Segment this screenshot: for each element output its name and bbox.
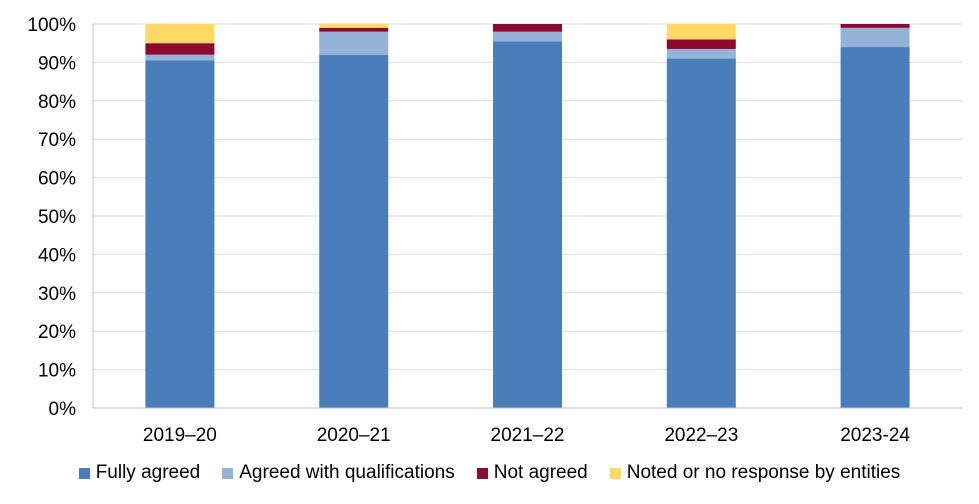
bar-segment <box>493 41 562 408</box>
legend-item-noted-or-no-response: Noted or no response by entities <box>609 462 901 484</box>
bar-segment <box>319 31 389 55</box>
legend-swatch-agreed-with-qualifications <box>222 467 234 479</box>
bar-segment <box>840 27 910 48</box>
legend-item-fully-agreed: Fully agreed <box>78 462 201 484</box>
y-tick-label: 70% <box>38 130 76 151</box>
legend-swatch-noted-or-no-response <box>609 467 621 479</box>
legend-label-not-agreed: Not agreed <box>493 462 588 483</box>
x-axis-tick-labels: 2019–20 2020–21 2021–22 2022–23 2023-24 <box>143 425 910 446</box>
legend-swatch-fully-agreed <box>78 467 90 479</box>
bar-segment <box>666 24 736 40</box>
bar-segment <box>145 43 215 55</box>
y-tick-label: 50% <box>38 207 76 228</box>
bar-stacks <box>145 24 910 409</box>
legend-item-not-agreed: Not agreed <box>476 462 588 484</box>
y-tick-label: 30% <box>38 284 76 305</box>
legend-label-noted-or-no-response: Noted or no response by entities <box>626 462 901 483</box>
bar-segment <box>145 24 215 44</box>
y-axis-tick-labels: 0% 10% 20% 30% 40% 50% 60% 70% 80% 90% 100% <box>27 15 76 420</box>
y-tick-label: 80% <box>38 92 76 113</box>
y-tick-label: 10% <box>38 361 76 382</box>
legend-swatch-not-agreed <box>476 467 488 479</box>
legend-item-agreed-with-qualifications: Agreed with qualifications <box>222 462 455 484</box>
y-tick-label: 60% <box>38 169 76 190</box>
bar-segment <box>666 58 736 409</box>
y-tick-label: 100% <box>27 15 76 36</box>
y-tick-label: 40% <box>38 245 76 266</box>
bar-segment <box>145 54 215 61</box>
x-tick-label: 2019–20 <box>143 425 217 446</box>
bar-segment <box>319 27 389 32</box>
x-tick-label: 2020–21 <box>317 425 391 446</box>
axes <box>92 24 962 409</box>
bar-segment <box>666 39 736 49</box>
bar-segment <box>145 60 215 408</box>
y-tick-label: 90% <box>38 53 76 74</box>
bar-segment <box>319 24 389 28</box>
bar-segment <box>840 24 910 28</box>
legend-label-fully-agreed: Fully agreed <box>95 462 201 483</box>
bar-segment <box>493 31 562 42</box>
x-tick-label: 2023-24 <box>840 425 910 446</box>
bar-segment <box>666 48 736 59</box>
bar-segment <box>319 54 389 408</box>
legend: Fully agreed Agreed with qualifications … <box>0 462 979 484</box>
x-tick-label: 2021–22 <box>491 425 565 446</box>
legend-label-agreed-with-qualifications: Agreed with qualifications <box>239 462 455 483</box>
y-tick-label: 20% <box>38 322 76 343</box>
bar-segment <box>493 24 562 32</box>
bar-segment <box>840 47 910 408</box>
y-tick-label: 0% <box>49 399 77 420</box>
x-tick-label: 2022–23 <box>664 425 738 446</box>
